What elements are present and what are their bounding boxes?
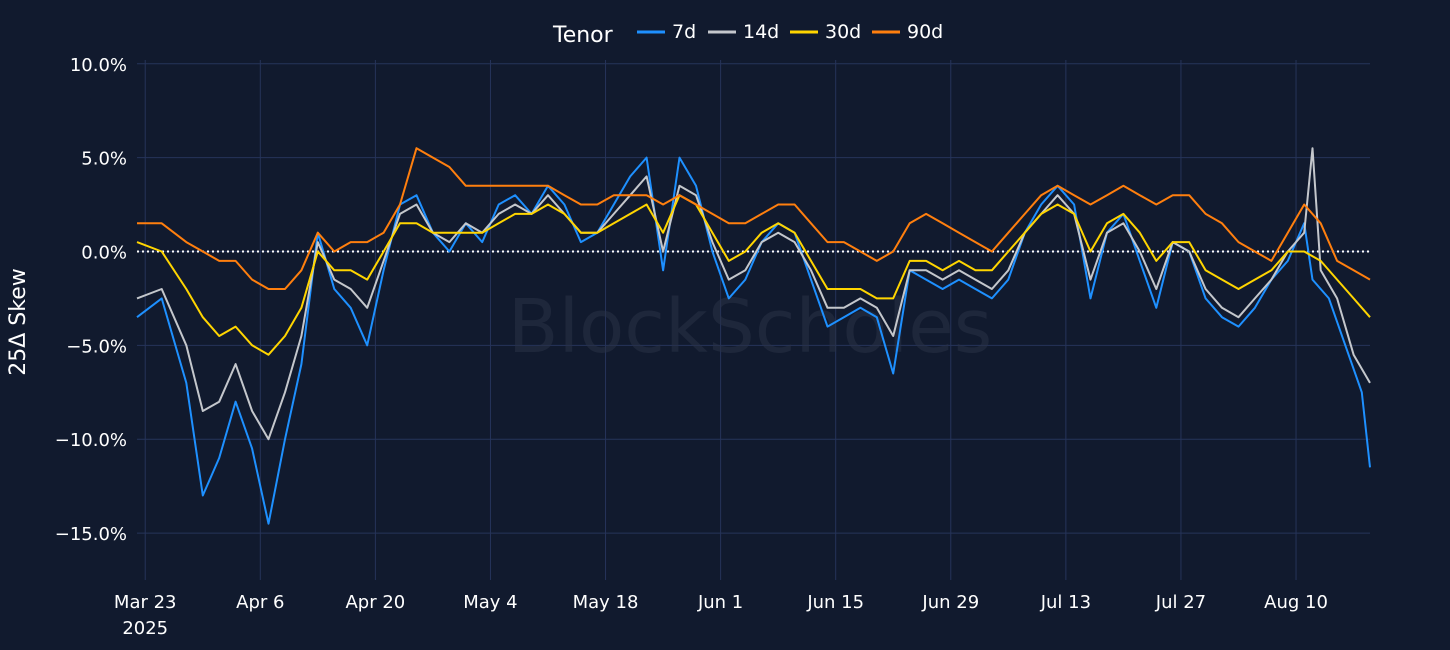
legend-label-90d: 90d [907,21,943,43]
x-axis-ticks: Mar 23 2025 Apr 6 Apr 20 May 4 May 18 Jun 1 Jun… [114,592,1328,639]
series-line-30d [136,194,1371,356]
series-line-14d [136,147,1371,441]
y-tick-label: 5.0% [81,149,127,170]
series-line-90d [137,147,1371,290]
x-tick-label: Jul 13 [1040,592,1091,613]
legend-label-30d: 30d [825,21,861,43]
x-tick-label: Mar 23 [114,592,177,613]
series-lines [136,147,1371,525]
x-tick-label: Jul 27 [1155,592,1206,613]
x-tick-label: Jun 29 [921,592,979,613]
legend-label-14d: 14d [743,21,779,43]
x-tick-year-label: 2025 [122,618,168,639]
legend-title: Tenor [552,23,614,48]
legend-label-7d: 7d [672,21,696,43]
legend: Tenor 7d 14d 30d 90d [552,21,943,48]
y-tick-label: −5.0% [66,336,127,357]
y-tick-label: −10.0% [55,430,127,451]
x-tick-label: Jun 1 [697,592,743,613]
x-tick-label: Jun 15 [806,592,864,613]
x-tick-label: Aug 10 [1264,592,1328,613]
y-tick-label: 10.0% [70,55,127,76]
y-axis-title: 25Δ Skew [6,268,31,376]
x-tick-label: May 4 [463,592,517,613]
y-tick-label: −15.0% [55,524,127,545]
y-tick-label: 0.0% [81,242,127,263]
watermark-text: BlockScholes [508,284,993,370]
x-tick-label: May 18 [573,592,639,613]
y-axis-ticks: 10.0% 5.0% 0.0% −5.0% −10.0% −15.0% [55,55,127,545]
x-tick-label: Apr 6 [236,592,284,613]
legend-items: 7d 14d 30d 90d [637,21,943,43]
x-tick-label: Apr 20 [345,592,405,613]
